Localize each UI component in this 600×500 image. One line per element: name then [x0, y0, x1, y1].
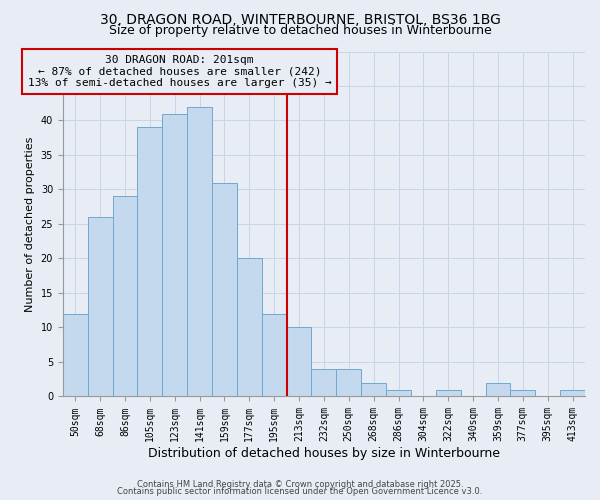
Bar	[287, 328, 311, 396]
Bar	[436, 390, 461, 396]
Bar	[485, 382, 511, 396]
Text: 30, DRAGON ROAD, WINTERBOURNE, BRISTOL, BS36 1BG: 30, DRAGON ROAD, WINTERBOURNE, BRISTOL, …	[100, 12, 500, 26]
Bar	[63, 314, 88, 396]
Text: Size of property relative to detached houses in Winterbourne: Size of property relative to detached ho…	[109, 24, 491, 37]
Bar	[212, 182, 237, 396]
Bar	[113, 196, 137, 396]
Bar	[187, 106, 212, 397]
Bar	[386, 390, 411, 396]
Bar	[311, 369, 337, 396]
Bar	[162, 114, 187, 397]
Bar	[560, 390, 585, 396]
Bar	[361, 382, 386, 396]
Bar	[88, 217, 113, 396]
Y-axis label: Number of detached properties: Number of detached properties	[25, 136, 35, 312]
X-axis label: Distribution of detached houses by size in Winterbourne: Distribution of detached houses by size …	[148, 447, 500, 460]
Bar	[262, 314, 287, 396]
Bar	[137, 128, 162, 396]
Bar	[511, 390, 535, 396]
Text: 30 DRAGON ROAD: 201sqm
← 87% of detached houses are smaller (242)
13% of semi-de: 30 DRAGON ROAD: 201sqm ← 87% of detached…	[28, 55, 332, 88]
Bar	[337, 369, 361, 396]
Bar	[237, 258, 262, 396]
Text: Contains HM Land Registry data © Crown copyright and database right 2025.: Contains HM Land Registry data © Crown c…	[137, 480, 463, 489]
Text: Contains public sector information licensed under the Open Government Licence v3: Contains public sector information licen…	[118, 488, 482, 496]
